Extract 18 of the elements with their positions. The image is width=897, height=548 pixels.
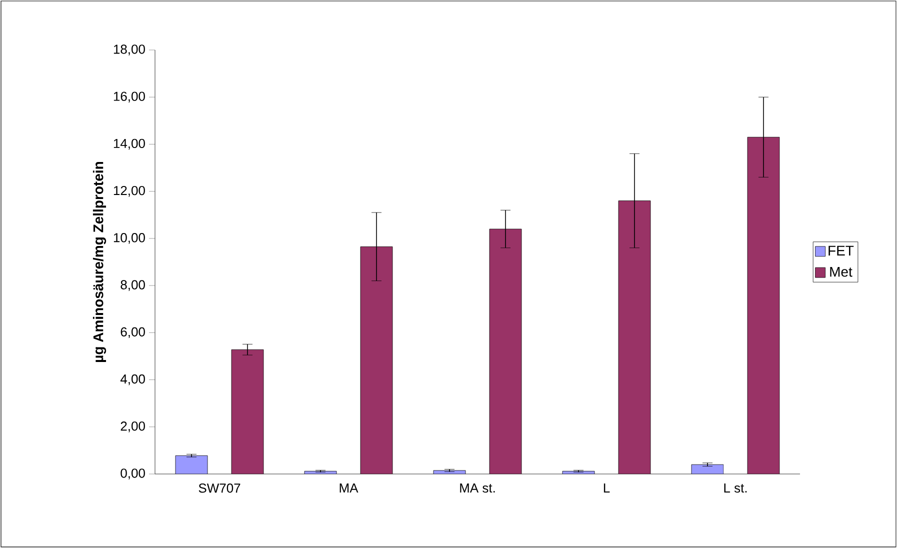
y-tick-label: 8,00 [120, 280, 145, 291]
y-axis-title: µg Aminosäure/mg Zellprotein [92, 162, 106, 362]
x-tick-label: MA [340, 484, 358, 492]
y-tick-label: 14,00 [114, 138, 145, 150]
x-tick-label: MA st. [460, 484, 495, 493]
x-tick-label: L [604, 484, 610, 492]
y-tick-label: 6,00 [120, 327, 145, 338]
legend-label: FET [828, 246, 854, 256]
y-tick-label: 10,00 [114, 233, 145, 244]
y-tick-label: 2,00 [120, 422, 145, 432]
x-tick-label: L st. [724, 484, 747, 493]
y-tick-label: 12,00 [114, 186, 145, 197]
y-tick-label: 16,00 [114, 92, 145, 102]
legend-label: Met [830, 266, 852, 277]
y-tick-label: 0,00 [120, 468, 145, 480]
y-tick-label: 18,00 [114, 44, 145, 56]
y-tick-label: 4,00 [120, 374, 145, 386]
x-tick-label: SW707 [198, 484, 240, 493]
